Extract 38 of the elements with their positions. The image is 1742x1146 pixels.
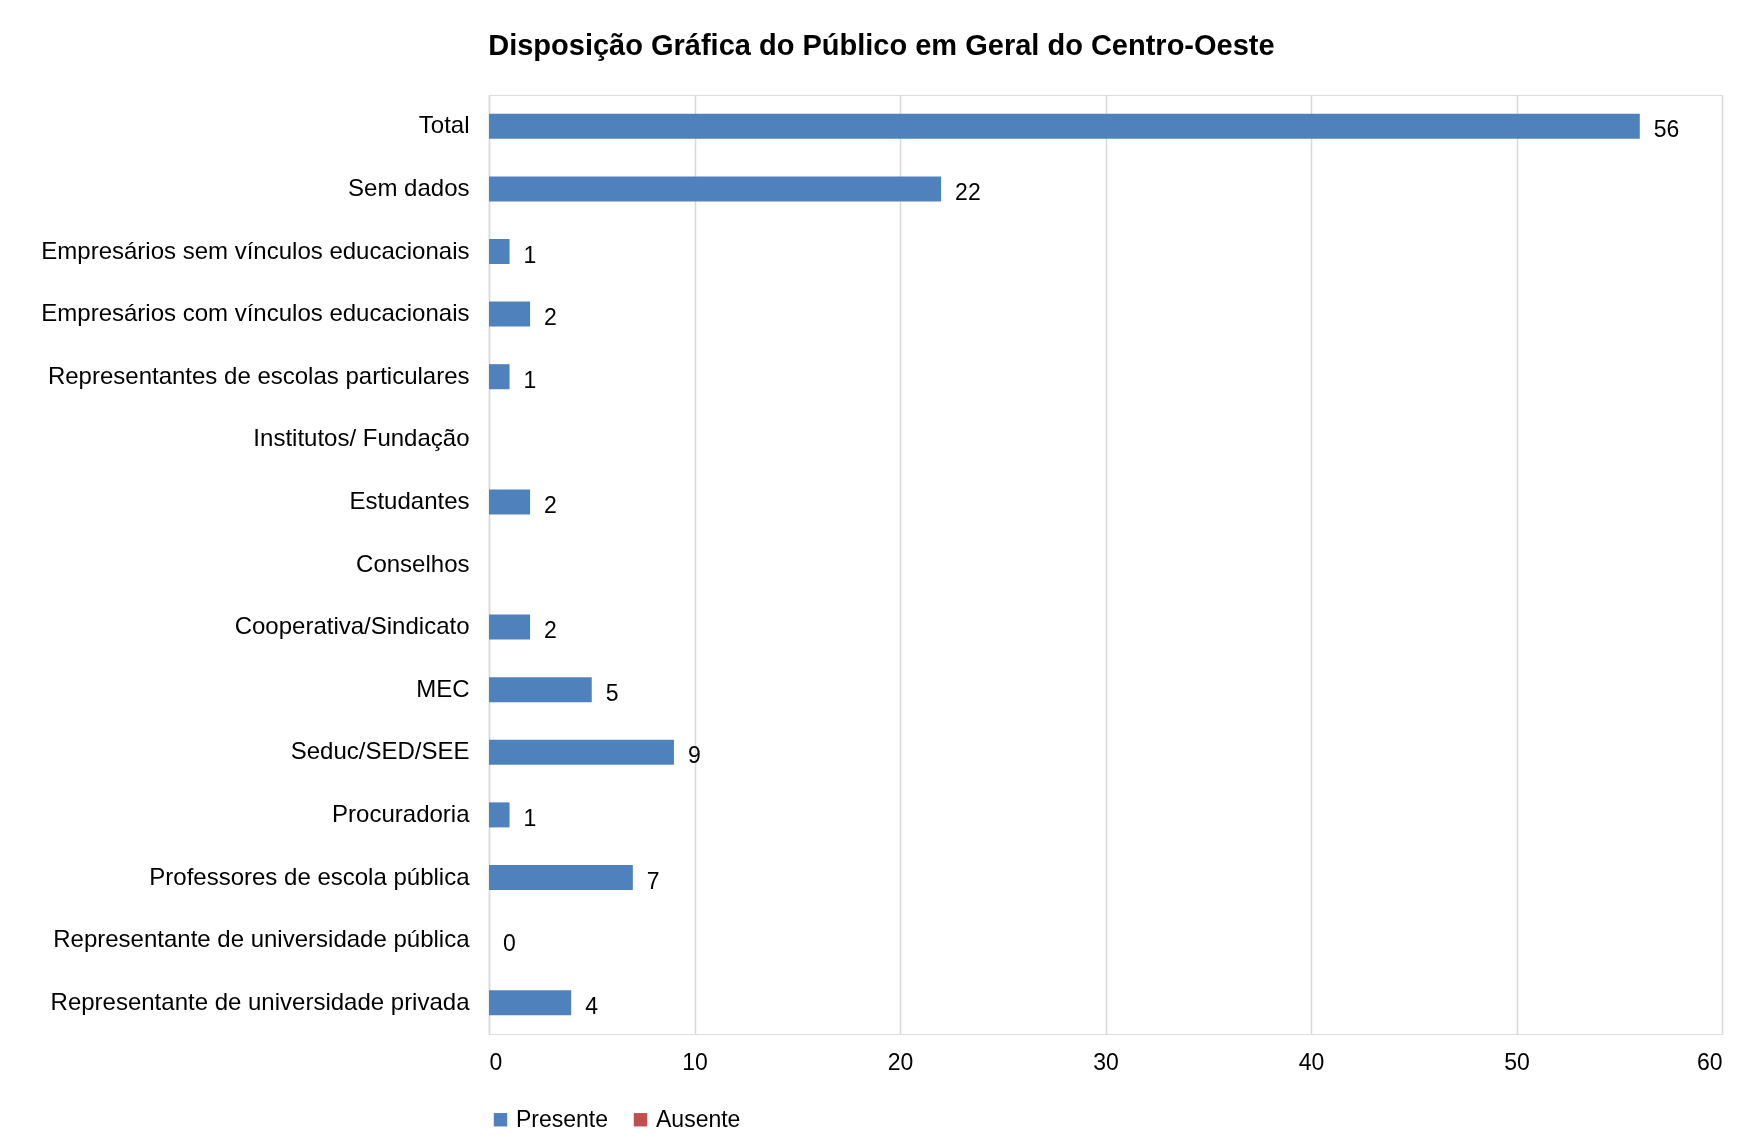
x-tick-label: 20: [887, 1048, 914, 1075]
y-tick-label: Procuradoria: [332, 799, 471, 827]
data-label: 1: [523, 804, 537, 831]
data-label: 7: [646, 867, 660, 894]
y-tick-label: Seduc/SED/SEE: [290, 737, 470, 765]
y-tick-label: Empresários com vínculos educacionais: [41, 299, 470, 327]
y-tick-label: Representante de universidade privada: [50, 987, 471, 1015]
x-tick-label: 0: [489, 1048, 503, 1075]
y-tick-label: Total: [418, 111, 470, 139]
y-tick-label: Sem dados: [348, 173, 470, 201]
x-tick-label: 60: [1696, 1048, 1723, 1075]
y-tick-label: Estudantes: [349, 486, 470, 514]
y-tick-label: Professores de escola pública: [149, 862, 471, 890]
data-label: 4: [585, 992, 599, 1019]
data-label: 5: [605, 679, 619, 706]
data-label: 56: [1653, 116, 1680, 143]
x-tick-label: 50: [1504, 1048, 1530, 1075]
data-label: 1: [523, 241, 537, 268]
y-tick-label: Empresários sem vínculos educacionais: [41, 236, 470, 264]
y-tick-label: Representante de universidade pública: [53, 925, 471, 953]
y-tick-label: Conselhos: [356, 549, 470, 577]
data-label: 2: [544, 491, 557, 518]
data-label: 22: [955, 178, 981, 205]
data-label: 2: [544, 304, 557, 331]
x-tick-label: 40: [1298, 1048, 1325, 1075]
data-label: 9: [687, 742, 701, 769]
legend-label: Ausente: [656, 1105, 741, 1132]
data-label: 2: [544, 617, 557, 644]
chart-title: Disposição Gráfica do Público em Geral do Centro-Oeste: [488, 29, 1275, 61]
data-label: 0: [503, 930, 516, 957]
y-tick-label: Cooperativa/Sindicato: [234, 612, 470, 640]
x-tick-label: 30: [1093, 1048, 1119, 1075]
y-tick-label: Institutos/ Fundação: [253, 424, 470, 452]
data-label: 1: [523, 366, 537, 393]
y-tick-label: Representantes de escolas particulares: [47, 361, 470, 389]
x-tick-label: 10: [682, 1048, 708, 1075]
y-tick-label: MEC: [416, 674, 470, 702]
legend-label: Presente: [516, 1105, 609, 1132]
